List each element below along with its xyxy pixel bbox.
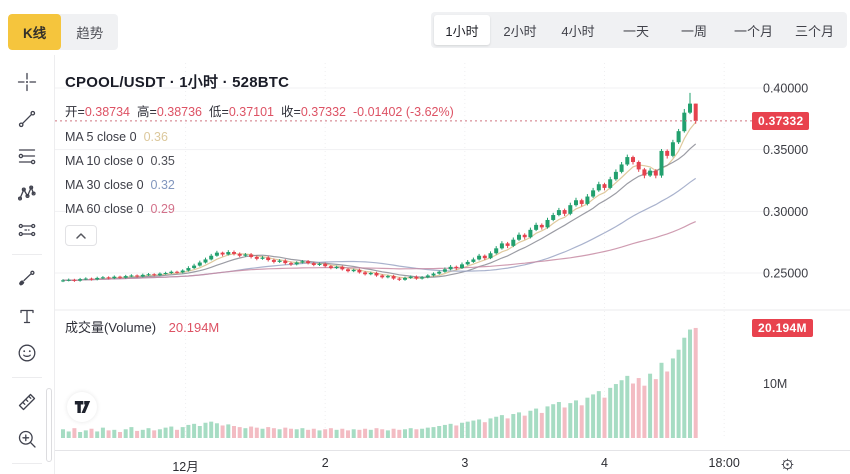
tool-emoji-button[interactable] xyxy=(12,340,42,366)
last-price-badge: 0.37332 xyxy=(752,111,810,130)
toolbar-divider xyxy=(12,254,42,255)
time-axis-label: 4 xyxy=(601,456,608,470)
text-icon xyxy=(20,309,34,324)
tab-kline[interactable]: K线 xyxy=(8,14,62,50)
interval-button-4[interactable]: 一天 xyxy=(608,15,664,45)
interval-button-6[interactable]: 一个月 xyxy=(724,15,783,45)
ohlc-item: 低=0.37101 xyxy=(209,105,274,119)
top-bar: K线 趋势 1小时 2小时 4小时 一天 一周 一个月 三个月 xyxy=(0,0,850,55)
interval-button-1[interactable]: 1小时 xyxy=(433,15,490,45)
ma-label: MA 5 close 0 xyxy=(65,130,137,144)
ma-value: 0.32 xyxy=(150,178,175,192)
drawing-toolbar xyxy=(0,55,55,474)
ohlc-label: 收= xyxy=(281,105,301,119)
tool-parallel-channel-button[interactable] xyxy=(12,217,42,243)
time-axis-label: 18:00 xyxy=(708,456,740,470)
chart-area[interactable]: 0.40000 0.35000 0.30000 0.25000 10M CPOOL/US… xyxy=(55,55,850,450)
ohlc-label: 高= xyxy=(137,105,157,119)
collapse-indicators-button[interactable] xyxy=(65,225,97,246)
toolbar-divider xyxy=(12,377,42,378)
crosshair-icon xyxy=(17,72,37,92)
svg-text:0.25000: 0.25000 xyxy=(763,267,808,281)
tool-text-button[interactable] xyxy=(12,303,42,329)
time-axis-label: 2 xyxy=(321,456,329,470)
fib-lines-icon xyxy=(18,149,36,165)
ma-label: MA 30 close 0 xyxy=(65,178,144,192)
tool-trend-line-button[interactable] xyxy=(12,106,42,132)
tool-zoom-in-button[interactable] xyxy=(12,426,42,452)
tab-trend[interactable]: 趋势 xyxy=(61,14,118,50)
ma-value: 0.29 xyxy=(150,202,175,216)
volume-legend: 成交量(Volume) 20.194M xyxy=(65,317,219,336)
ohlc-label: 低= xyxy=(209,105,229,119)
price-change: -0.01402 (-3.62%) xyxy=(353,105,454,119)
toolbar-divider xyxy=(12,463,42,464)
ohlc-value: 0.37101 xyxy=(228,105,274,119)
ohlc-value: 0.38734 xyxy=(84,105,130,119)
ohlc-item: 高=0.38736 xyxy=(137,105,202,119)
volume-label: 成交量(Volume) xyxy=(65,320,157,335)
ma-legend-row: MA 60 close 0 0.29 xyxy=(65,202,454,216)
chart-title: CPOOL/USDT · 1小时 · 528BTC xyxy=(65,74,290,91)
candlestick-chart[interactable]: 0.40000 0.35000 0.30000 0.25000 10M xyxy=(55,55,850,450)
volume-value: 20.194M xyxy=(168,320,220,335)
ma-legend: MA 5 close 0 0.36 MA 10 close 0 0.35 MA 30 c… xyxy=(65,130,454,216)
brush-icon xyxy=(19,270,35,286)
interval-button-5[interactable]: 一周 xyxy=(666,15,722,45)
ohlc-readout: 开=0.38734 高=0.38736 低=0.37101 收=0.37332 -0.0… xyxy=(65,101,454,120)
ma-legend-row: MA 5 close 0 0.36 xyxy=(65,130,454,144)
axis-settings-button[interactable] xyxy=(777,455,797,473)
gear-icon xyxy=(781,458,793,470)
zoom-in-icon xyxy=(18,430,36,448)
tool-xabcd-pattern-button[interactable] xyxy=(12,180,42,206)
tool-ruler-button[interactable] xyxy=(12,389,42,415)
ohlc-value: 0.38736 xyxy=(156,105,202,119)
interval-tabs: 1小时 2小时 4小时 一天 一周 一个月 三个月 xyxy=(430,12,847,48)
ohlc-item: 开=0.38734 xyxy=(65,105,130,119)
chevron-up-icon xyxy=(76,232,86,239)
emoji-icon xyxy=(18,344,36,362)
parallel-channel-icon xyxy=(18,223,36,237)
interval-button-7[interactable]: 三个月 xyxy=(785,15,844,45)
time-axis[interactable]: 12月 2 3 4 18:00 xyxy=(55,450,850,474)
trend-line-icon xyxy=(18,110,36,128)
tradingview-logo-icon xyxy=(74,401,90,413)
tool-crosshair-button[interactable] xyxy=(12,69,42,95)
chart-type-tabs: K线 趋势 xyxy=(8,14,119,50)
ma-label: MA 10 close 0 xyxy=(65,154,144,168)
tool-brush-button[interactable] xyxy=(12,266,42,292)
tradingview-logo xyxy=(67,392,97,422)
ohlc-label: 开= xyxy=(65,105,85,119)
ohlc-value: 0.37332 xyxy=(300,105,346,119)
time-axis-label: 3 xyxy=(461,456,469,470)
ma-legend-row: MA 10 close 0 0.35 xyxy=(65,154,454,168)
svg-text:0.40000: 0.40000 xyxy=(763,82,808,96)
xabcd-pattern-icon xyxy=(17,185,36,201)
ma-label: MA 60 close 0 xyxy=(65,202,144,216)
toolbar-scrollbar[interactable] xyxy=(46,388,52,462)
time-axis-label: 12月 xyxy=(172,460,199,474)
last-volume-badge: 20.194M xyxy=(752,318,813,337)
interval-button-3[interactable]: 4小时 xyxy=(550,15,606,45)
ma-legend-row: MA 30 close 0 0.32 xyxy=(65,178,454,192)
chart-legend: CPOOL/USDT · 1小时 · 528BTC 开=0.38734 高=0.3… xyxy=(65,71,454,246)
svg-text:0.30000: 0.30000 xyxy=(763,205,808,219)
ma-value: 0.35 xyxy=(150,154,175,168)
ruler-icon xyxy=(18,393,36,411)
svg-text:10M: 10M xyxy=(763,377,787,391)
tool-fib-lines-button[interactable] xyxy=(12,143,42,169)
interval-button-2[interactable]: 2小时 xyxy=(492,15,548,45)
svg-text:0.35000: 0.35000 xyxy=(763,143,808,157)
ohlc-item: 收=0.37332 xyxy=(281,105,346,119)
ma-value: 0.36 xyxy=(143,130,168,144)
